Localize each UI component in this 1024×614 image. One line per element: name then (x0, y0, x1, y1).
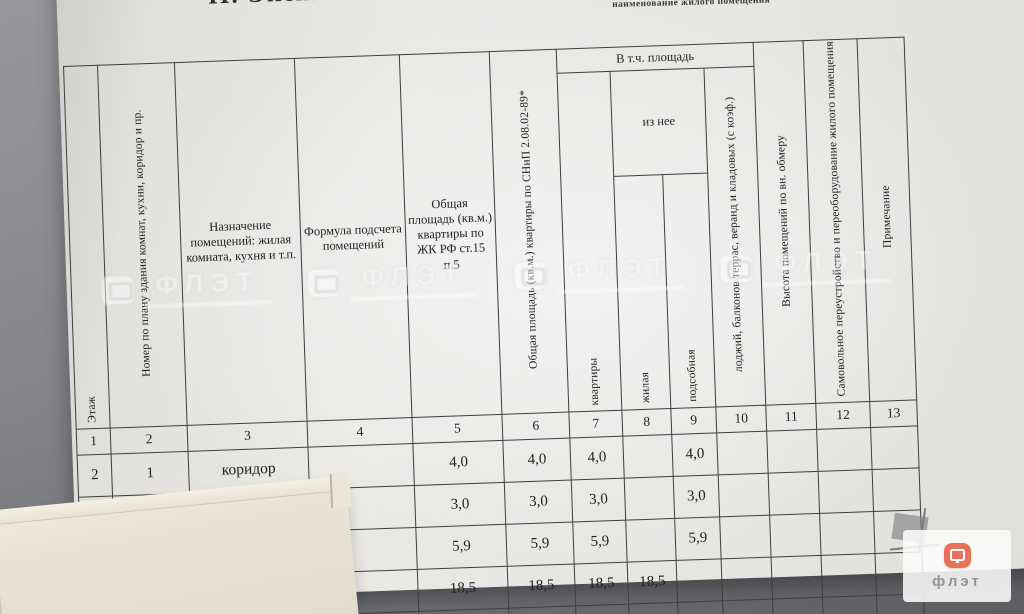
table-cell: 1,0 (722, 598, 774, 614)
table-cell: 3,0 (571, 477, 626, 522)
group-header-of-which: из нее (610, 68, 708, 176)
table-cell (771, 555, 823, 599)
col-header-total-area-zhk: Общая площадь (кв.м.) квартиры по ЖК РФ … (399, 51, 502, 418)
table-cell (768, 471, 820, 515)
table-cell: 5,9 (415, 524, 508, 570)
table-cell: 4,0 (671, 432, 719, 477)
table-cell: 3,0 (504, 479, 573, 525)
white-box-edge-shadow (0, 510, 6, 614)
table-cell: 18,5 (574, 561, 629, 606)
table-cell (872, 467, 921, 512)
table-cell: 5,9 (674, 516, 722, 561)
column-number: 12 (815, 401, 871, 430)
table-cell: 1,0 (508, 605, 578, 614)
table-cell (716, 430, 769, 475)
column-number: 10 (715, 404, 767, 433)
table-cell (766, 429, 819, 473)
table-cell: 3,0 (673, 474, 720, 519)
col-header-auxiliary: подсобная (662, 172, 716, 409)
table-cell (822, 595, 878, 614)
white-box-flap (329, 472, 352, 508)
table-cell: 1 (111, 451, 190, 496)
table-cell (622, 434, 674, 478)
table-cell: 3,0 (414, 482, 506, 528)
table-cell (870, 425, 920, 470)
column-number: 11 (765, 403, 817, 431)
column-number: 13 (869, 399, 918, 428)
table-cell: 4,0 (569, 435, 625, 480)
table-cell (818, 469, 874, 514)
column-number: 7 (568, 409, 623, 438)
brand-name: флэт (932, 572, 982, 590)
table-cell (721, 556, 773, 601)
watermark-chip: флэт (903, 530, 1011, 602)
column-number: 1 (76, 427, 112, 455)
table-cell: 18,5 (417, 565, 509, 612)
column-number: 6 (501, 411, 570, 441)
table-cell (676, 558, 723, 603)
column-number: 8 (621, 408, 672, 436)
col-header-purpose: Назначение помещений: жилая комната, кух… (174, 58, 308, 426)
table-cell (769, 513, 822, 557)
table-cell: 5,9 (572, 519, 628, 564)
col-header-formula: Формула подсчета помещений (294, 54, 412, 421)
table-cell: 4,0 (502, 437, 572, 483)
table-cell (625, 518, 677, 562)
col-header-living: жилая (613, 174, 671, 410)
white-box (0, 472, 359, 614)
table-cell (819, 511, 875, 556)
table-cell (628, 602, 680, 614)
column-number: 9 (670, 406, 717, 435)
flet-logo-icon (943, 542, 971, 568)
table-cell (821, 553, 877, 598)
table-cell (772, 597, 824, 614)
table-cell: 4,0 (412, 440, 505, 486)
column-number: 5 (411, 414, 503, 444)
table-cell (719, 514, 772, 559)
table-cell (718, 472, 770, 517)
table-cell (624, 476, 675, 520)
table-cell (677, 600, 725, 614)
col-header-total-area-snip: Общая площадь (кв.м.) квартиры по СНиП 2… (489, 49, 569, 415)
table-cell: 18,5 (507, 563, 576, 608)
table-cell (816, 427, 873, 472)
column-number: 2 (110, 425, 189, 454)
table-cell: 2 (77, 453, 113, 497)
table-cell (575, 603, 631, 614)
table-cell: 5,9 (505, 521, 575, 566)
table-cell: 18,5 (627, 560, 678, 604)
col-header-room-number: Номер по плану здания комнат, кухни, кор… (97, 62, 188, 428)
column-number: 4 (307, 417, 413, 447)
